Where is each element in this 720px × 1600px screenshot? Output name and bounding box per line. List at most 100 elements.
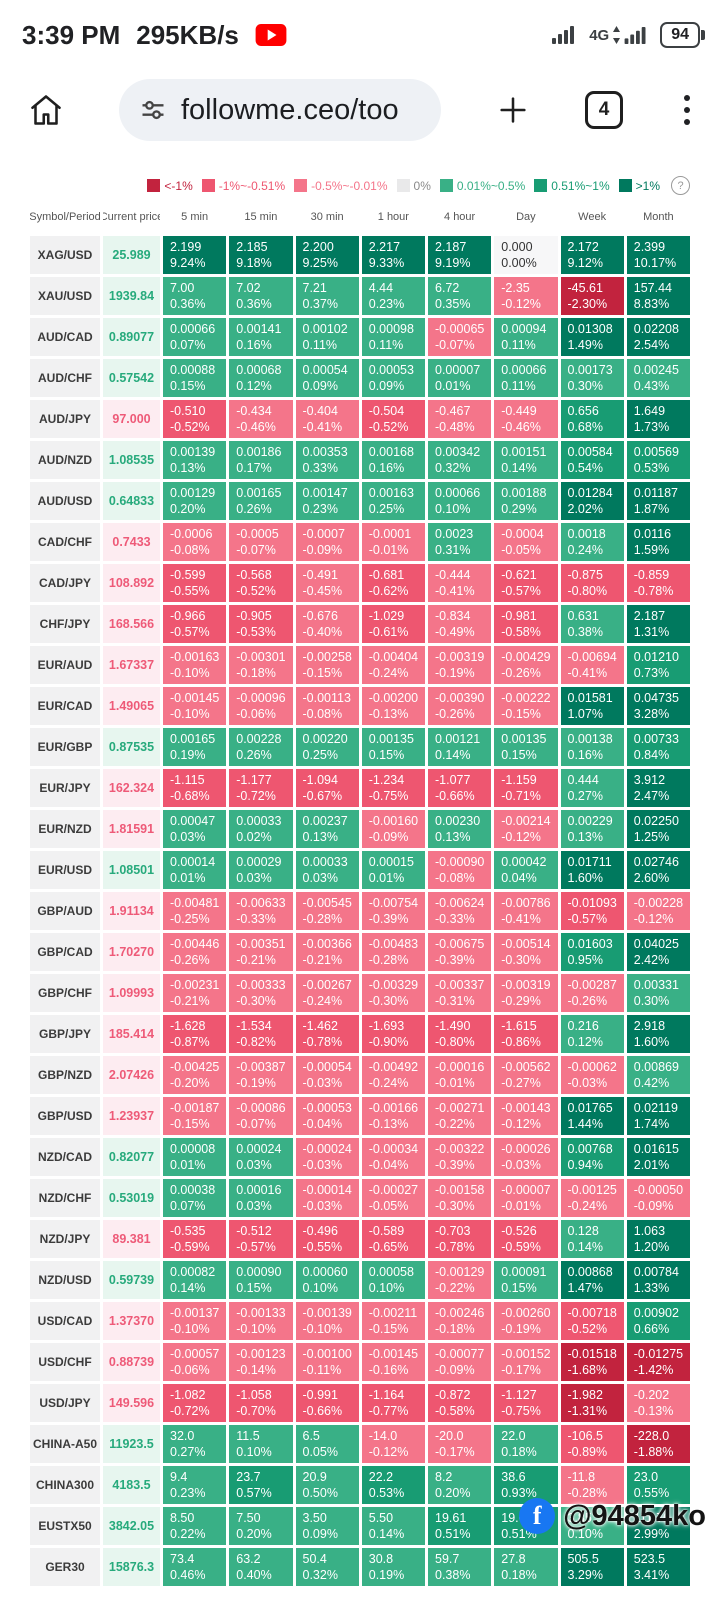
column-header: 5 min bbox=[181, 211, 209, 223]
symbol-cell[interactable]: XAU/USD bbox=[30, 277, 100, 315]
symbol-cell[interactable]: EUR/GBP bbox=[30, 728, 100, 766]
change-cell: -0.00053 -0.04% bbox=[295, 1097, 359, 1135]
legend-swatch bbox=[201, 179, 215, 192]
change-cell: -1.490 -0.80% bbox=[428, 1015, 492, 1053]
symbol-cell[interactable]: USD/JPY bbox=[30, 1384, 100, 1422]
symbol-cell[interactable]: GBP/JPY bbox=[30, 1015, 100, 1053]
change-percent: -0.72% bbox=[236, 789, 276, 803]
symbol-cell[interactable]: EUR/JPY bbox=[30, 769, 100, 807]
change-cell: 111.70 2.99% bbox=[626, 1507, 690, 1545]
legend-swatch bbox=[534, 179, 548, 192]
change-value: 2.187 bbox=[435, 240, 467, 254]
change-cell: 0.00016 0.03% bbox=[229, 1179, 293, 1217]
symbol-cell[interactable]: AUD/CAD bbox=[30, 318, 100, 356]
symbol-cell[interactable]: AUD/CHF bbox=[30, 359, 100, 397]
change-value: 0.00014 bbox=[170, 855, 216, 869]
url-bar[interactable]: followme.ceo/too bbox=[119, 79, 441, 141]
change-value: -0.00027 bbox=[368, 1183, 419, 1197]
symbol-cell[interactable]: USD/CHF bbox=[30, 1343, 100, 1381]
change-cell: -0.00034 -0.04% bbox=[361, 1138, 425, 1176]
symbol-cell[interactable]: GBP/USD bbox=[30, 1097, 100, 1135]
symbol-cell[interactable]: EUR/USD bbox=[30, 851, 100, 889]
symbol-cell[interactable]: CHF/JPY bbox=[30, 605, 100, 643]
change-cell: -0.512 -0.57% bbox=[229, 1220, 293, 1258]
change-value: -0.00319 bbox=[435, 650, 485, 664]
symbol-cell[interactable]: GBP/CHF bbox=[30, 974, 100, 1012]
change-percent: -0.22% bbox=[435, 1117, 475, 1131]
home-button[interactable] bbox=[28, 92, 64, 128]
change-value: 0.0116 bbox=[633, 527, 672, 541]
symbol-cell[interactable]: AUD/USD bbox=[30, 482, 100, 520]
symbol-cell[interactable]: GBP/AUD bbox=[30, 892, 100, 930]
symbol-cell[interactable]: GBP/CAD bbox=[30, 933, 100, 971]
change-value: -0.00492 bbox=[368, 1060, 419, 1074]
change-percent: 0.38% bbox=[567, 625, 603, 639]
change-value: 0.00121 bbox=[435, 732, 481, 746]
symbol-cell[interactable]: AUD/NZD bbox=[30, 441, 100, 479]
change-value: -0.512 bbox=[236, 1224, 272, 1238]
symbol-cell[interactable]: CHINA300 bbox=[30, 1466, 100, 1504]
change-percent: -0.53% bbox=[236, 625, 276, 639]
battery-indicator: 94 bbox=[660, 22, 700, 48]
change-cell: 0.02746 2.60% bbox=[626, 851, 690, 889]
change-value: 0.02208 bbox=[633, 322, 679, 336]
change-cell: 22.2 0.53% bbox=[361, 1466, 425, 1504]
symbol-cell[interactable]: AUD/JPY bbox=[30, 400, 100, 438]
change-value: 5.50 bbox=[368, 1511, 394, 1525]
change-percent: -0.13% bbox=[368, 1117, 409, 1131]
change-percent: 0.13% bbox=[302, 830, 338, 844]
change-cell: -1.234 -0.75% bbox=[361, 769, 425, 807]
change-percent: 0.11% bbox=[501, 379, 536, 393]
change-percent: -0.67% bbox=[302, 789, 343, 803]
change-value: -0.00545 bbox=[302, 896, 352, 910]
change-percent: -0.07% bbox=[236, 1117, 276, 1131]
change-value: -228.0 bbox=[633, 1429, 670, 1443]
change-cell: 0.00165 0.26% bbox=[229, 482, 293, 520]
change-cell: -0.00054 -0.03% bbox=[295, 1056, 359, 1094]
change-value: -0.00086 bbox=[236, 1101, 286, 1115]
change-value: 2.918 bbox=[633, 1019, 666, 1033]
change-percent: 0.03% bbox=[302, 871, 338, 885]
menu-button[interactable] bbox=[678, 89, 696, 131]
symbol-cell[interactable]: CHINA-A50 bbox=[30, 1425, 100, 1463]
change-percent: 2.47% bbox=[633, 789, 670, 803]
symbol-cell[interactable]: NZD/CAD bbox=[30, 1138, 100, 1176]
symbol-cell[interactable]: GER30 bbox=[30, 1548, 100, 1586]
symbol-cell[interactable]: CAD/CHF bbox=[30, 523, 100, 561]
change-percent: 0.32% bbox=[302, 1568, 338, 1582]
change-percent: -0.17% bbox=[435, 1445, 475, 1459]
symbol-cell[interactable]: NZD/CHF bbox=[30, 1179, 100, 1217]
change-cell: 0.00228 0.26% bbox=[229, 728, 293, 766]
change-percent: 0.26% bbox=[236, 748, 272, 762]
change-cell: -0.00351 -0.21% bbox=[229, 933, 293, 971]
symbol-cell[interactable]: GBP/NZD bbox=[30, 1056, 100, 1094]
change-value: 38.6 bbox=[501, 1470, 526, 1484]
change-percent: -0.48% bbox=[435, 420, 475, 434]
change-value: -0.404 bbox=[302, 404, 338, 418]
change-value: -1.615 bbox=[501, 1019, 537, 1033]
symbol-cell[interactable]: EUR/NZD bbox=[30, 810, 100, 848]
symbol-cell[interactable]: NZD/USD bbox=[30, 1261, 100, 1299]
change-cell: -0.00158 -0.30% bbox=[428, 1179, 492, 1217]
change-cell: 32.0 0.27% bbox=[163, 1425, 227, 1463]
symbol-cell[interactable]: CAD/JPY bbox=[30, 564, 100, 602]
change-cell: -0.00145 -0.16% bbox=[361, 1343, 425, 1381]
tab-switcher-button[interactable]: 4 bbox=[585, 91, 623, 129]
price-cell: 1.70270 bbox=[103, 933, 160, 971]
change-percent: 0.36% bbox=[170, 297, 206, 311]
help-icon[interactable]: ? bbox=[671, 176, 690, 195]
change-cell: -1.115 -0.68% bbox=[163, 769, 227, 807]
symbol-cell[interactable]: EUR/AUD bbox=[30, 646, 100, 684]
change-value: -0.00187 bbox=[170, 1101, 220, 1115]
symbol-cell[interactable]: USD/CAD bbox=[30, 1302, 100, 1340]
change-percent: -0.09% bbox=[633, 1199, 674, 1213]
change-percent: -0.21% bbox=[302, 953, 343, 967]
change-value: -45.61 bbox=[567, 281, 603, 295]
change-percent: 0.46% bbox=[170, 1568, 206, 1582]
symbol-cell[interactable]: XAG/USD bbox=[30, 236, 100, 274]
change-cell: -0.00166 -0.13% bbox=[361, 1097, 425, 1135]
new-tab-button[interactable] bbox=[496, 93, 530, 127]
symbol-cell[interactable]: EUSTX50 bbox=[30, 1507, 100, 1545]
symbol-cell[interactable]: EUR/CAD bbox=[30, 687, 100, 725]
symbol-cell[interactable]: NZD/JPY bbox=[30, 1220, 100, 1258]
